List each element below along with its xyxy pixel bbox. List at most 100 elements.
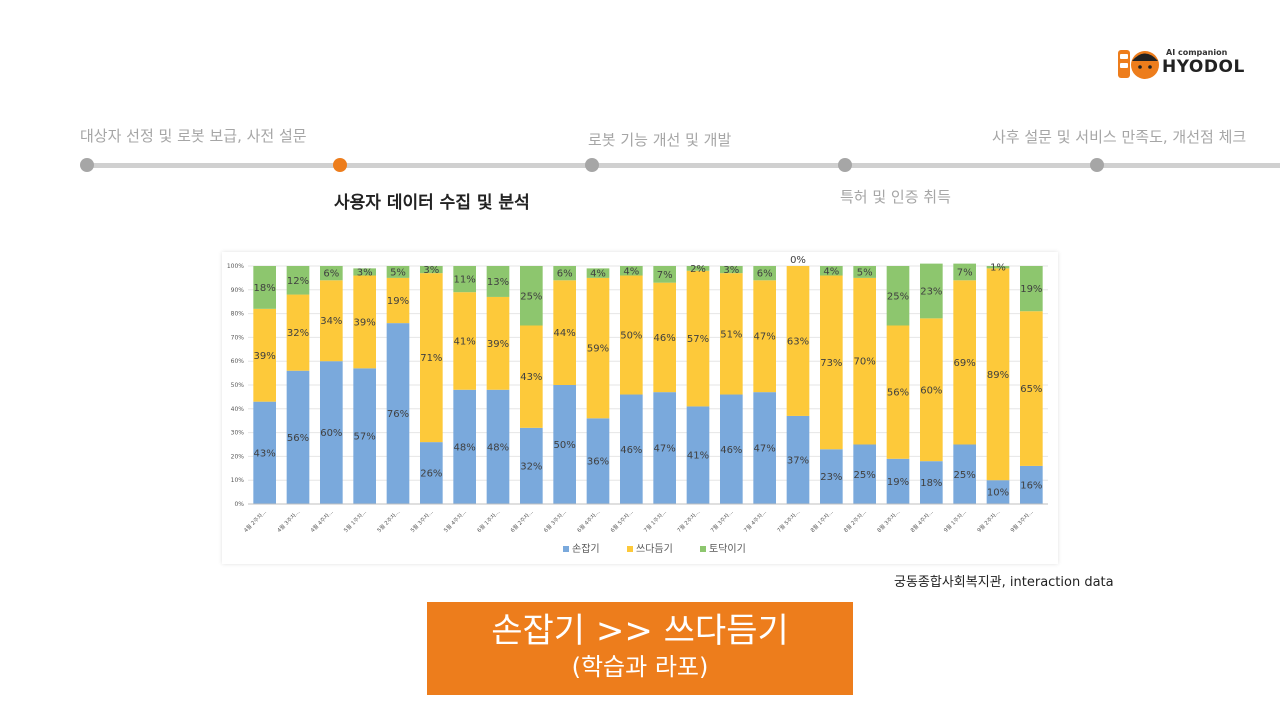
timeline-dot-5 [1090,158,1104,172]
banner-sub-text: (학습과 라포) [571,653,709,681]
y-tick-label: 70% [231,334,245,341]
data-label: 43% [520,372,542,383]
timeline-dot-1 [80,158,94,172]
data-label: 59% [587,344,609,355]
bar-segment-2 [953,280,976,445]
y-tick-label: 50% [231,382,245,389]
bar-segment-3 [520,266,543,326]
bar-segment-2 [986,268,1010,481]
data-label: 47% [654,444,676,455]
data-label: 60% [320,428,342,439]
data-label: 3% [423,265,439,276]
x-tick-label: 8월 2주차... [842,508,868,534]
timeline-step-5-label: 사후 설문 및 서비스 만족도, 개선점 체크 [992,128,1247,146]
data-label: 10% [987,488,1009,499]
data-label: 46% [620,445,642,456]
bar-segment-1 [953,444,976,504]
bar-segment-3 [320,266,343,281]
data-label: 46% [654,333,676,344]
y-tick-label: 30% [231,430,245,437]
data-label: 32% [287,328,309,339]
data-label: 57% [687,334,709,345]
data-label: 25% [887,291,909,302]
data-label: 18% [920,478,942,489]
data-label: 32% [520,461,542,472]
timeline-line [86,163,1280,168]
stacked-bar-chart: 0% 10% 20% 30% 40% 50% 60% 70% 80% 90% 100% 43% 39% 1… [227,255,1048,555]
x-tick-label: 6월 3주차... [542,508,568,534]
timeline-step-3-label: 로봇 기능 개선 및 개발 [588,131,732,149]
data-label: 11% [454,275,476,286]
data-label: 26% [420,469,442,480]
y-tick-label: 90% [231,287,245,294]
bar-segment-2 [1020,311,1043,466]
bar-segment-1 [253,401,276,504]
data-label: 37% [787,455,809,466]
bar-segment-3 [986,266,1010,269]
bar-segment-1 [386,323,410,504]
x-tick-label: 6월 2주차... [508,508,534,534]
source-note: 궁동종합사회복지관, interaction data [894,575,1114,590]
robot-logo-icon [1118,50,1159,79]
data-label: 46% [720,445,742,456]
bar-segment-3 [586,268,610,278]
bar-segment-2 [753,280,776,393]
data-label: 71% [420,353,442,364]
data-label: 25% [854,470,876,481]
bar-segment-2 [486,296,510,390]
data-label: 57% [354,432,376,443]
bar-segment-2 [320,280,343,362]
data-label: 34% [320,316,342,327]
data-label: 19% [387,296,409,307]
x-tick-label: 8월 1주차... [808,508,834,534]
bar-segment-3 [620,266,643,276]
bar-segment-3 [853,266,876,278]
bar-segment-1 [353,368,376,504]
bar-segment-3 [920,263,943,319]
x-tick-label: 9월 3주차... [1008,508,1034,534]
data-label: 70% [854,357,876,368]
bar-segment-1 [486,389,510,504]
timeline-step-2-label: 사용자 데이터 수집 및 분석 [334,193,530,213]
data-label: 4% [623,266,639,277]
bar-segment-3 [286,266,310,295]
bar-segment-1 [586,418,610,504]
data-label: 25% [954,470,976,481]
bar-segment-3 [1020,266,1043,312]
bar-segment-2 [386,277,410,324]
bar-segment-1 [286,370,310,504]
bar-segment-1 [320,361,343,504]
x-tick-label: 9월 2주차... [975,508,1001,534]
x-tick-label: 6월 4주차... [575,508,601,534]
bar-segment-3 [453,266,476,293]
data-label: 56% [287,433,309,444]
data-label: 19% [1020,284,1042,295]
bar-segment-1 [753,392,776,504]
data-label: 76% [387,409,409,420]
data-label: 4% [590,269,606,280]
bar-segment-2 [353,275,376,369]
bar-segment-1 [853,444,876,504]
bar-segment-2 [686,270,710,407]
data-label: 13% [487,277,509,288]
bar-segment-2 [853,277,876,445]
x-tick-label: 4월 4주차... [308,508,334,534]
data-label: 1% [990,263,1006,274]
bar-segment-3 [686,266,710,271]
data-label: 73% [820,358,842,369]
x-tick-label: 7월 5주차... [775,508,801,534]
bar-segment-2 [453,292,476,390]
data-label: 5% [857,267,873,278]
data-label: 25% [520,291,542,302]
data-label: 0% [790,255,806,266]
data-label: 65% [1020,384,1042,395]
data-label: 56% [887,388,909,399]
data-label: 6% [323,269,339,280]
data-label: 12% [287,276,309,287]
y-tick-label: 10% [231,477,245,484]
x-tick-label: 4월 3주차... [275,508,301,534]
bar-segment-3 [653,266,676,283]
x-tick-label: 5월 2주차... [375,508,401,534]
data-label: 6% [757,269,773,280]
timeline-step-1-label: 대상자 선정 및 로봇 보급, 사전 설문 [80,127,307,145]
